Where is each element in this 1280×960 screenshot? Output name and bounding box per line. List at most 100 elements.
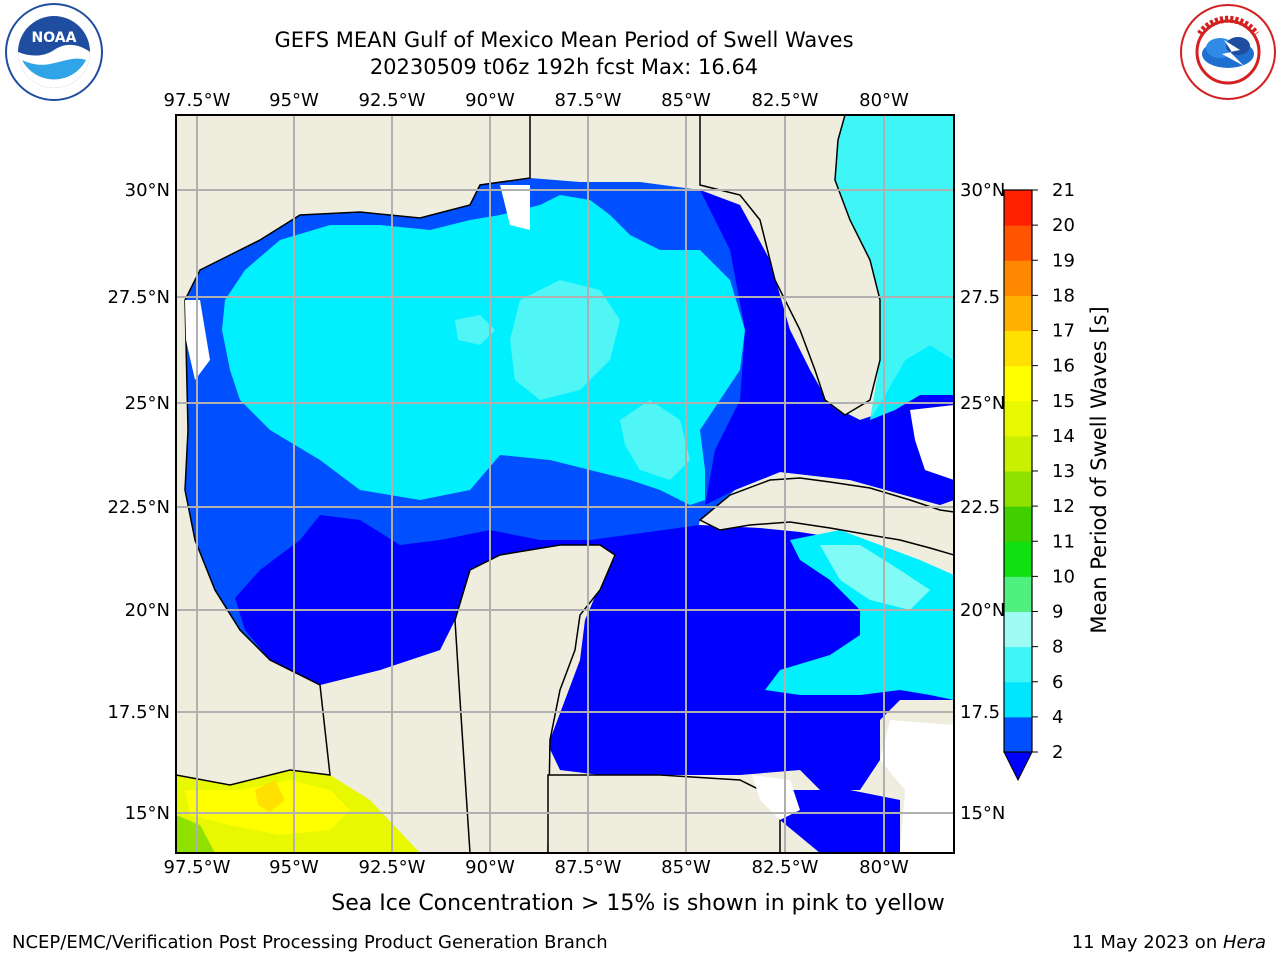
- lat-label-left: 30°N: [125, 180, 170, 201]
- footer-date: 11 May 2023 on Hera: [1072, 932, 1266, 953]
- lon-label-top: 92.5°W: [359, 90, 426, 111]
- colorbar-swatch: [1004, 681, 1032, 718]
- lon-label-top: 90°W: [465, 90, 515, 111]
- lat-label-right: 22.5: [960, 497, 1000, 518]
- lon-label-bottom: 90°W: [465, 857, 515, 878]
- lat-label-right: 27.5: [960, 287, 1000, 308]
- lon-label-top: 95°W: [269, 90, 319, 111]
- lat-labels-right: 30°N 27.5 25°N 22.5 20°N 17.5 15°N: [960, 180, 1005, 824]
- lon-label-top: 97.5°W: [164, 90, 231, 111]
- nodata-honduras: [752, 775, 800, 820]
- lat-label-left: 17.5°N: [107, 702, 170, 723]
- colorbar-tick-label: 15: [1052, 391, 1075, 412]
- nodata-caribbean: [880, 720, 954, 853]
- lon-label-bottom: 85°W: [661, 857, 711, 878]
- colorbar-swatch: [1004, 295, 1032, 331]
- footer-host: Hera: [1222, 932, 1266, 953]
- swell-period-field-pacific-12s: [176, 815, 215, 853]
- lat-label-right: 20°N: [960, 600, 1005, 621]
- land-yucatan: [454, 544, 616, 853]
- footer-date-text: 11 May 2023 on: [1071, 932, 1223, 953]
- lat-labels-left: 30°N 27.5°N 25°N 22.5°N 20°N 17.5°N 15°N: [107, 180, 170, 824]
- colorbar-tick-label: 11: [1052, 531, 1075, 552]
- swell-period-field-caribbean-cyan: [765, 530, 954, 700]
- sea-ice-note: Sea Ice Concentration > 15% is shown in …: [331, 891, 945, 916]
- colorbar-swatch: [1004, 225, 1032, 261]
- nodata-bahamas: [910, 405, 954, 480]
- lat-label-left: 15°N: [125, 803, 170, 824]
- colorbar-swatch: [1004, 330, 1032, 367]
- colorbar-swatch: [1004, 260, 1032, 296]
- colorbar-tick-label: 20: [1052, 215, 1075, 236]
- chart-title: GEFS MEAN Gulf of Mexico Mean Period of …: [274, 28, 854, 52]
- lat-label-right: 30°N: [960, 180, 1005, 201]
- lat-label-left: 22.5°N: [107, 497, 170, 518]
- map-frame: [175, 114, 955, 854]
- colorbar-tick-label: 14: [1052, 426, 1075, 447]
- nodata-north: [500, 185, 530, 230]
- lon-label-bottom: 87.5°W: [555, 857, 622, 878]
- colorbar-swatch: [1004, 611, 1032, 648]
- swell-period-field-under-2s-south: [780, 790, 900, 853]
- colorbar-swatch: [1004, 541, 1032, 577]
- noaa-logo-text: NOAA: [32, 30, 77, 46]
- colorbar-swatch: [1004, 716, 1032, 753]
- lon-label-bottom: 80°W: [859, 857, 909, 878]
- lat-label-left: 20°N: [125, 600, 170, 621]
- land-mexico-west: [176, 115, 531, 786]
- colorbar-tick-label: 12: [1052, 496, 1075, 517]
- colorbar-swatch: [1004, 471, 1032, 507]
- graticule: [176, 115, 954, 853]
- colorbar-swatch: [1004, 190, 1032, 226]
- lon-label-bottom: 95°W: [269, 857, 319, 878]
- lon-labels-top: 97.5°W 95°W 92.5°W 90°W 87.5°W 85°W 82.5°W 80°W: [164, 90, 909, 111]
- colorbar-tick-label: 10: [1052, 566, 1075, 587]
- colorbar-swatch: [1004, 365, 1032, 402]
- lat-label-right: 15°N: [960, 803, 1005, 824]
- lat-label-left: 25°N: [125, 393, 170, 414]
- colorbar-tick-label: 21: [1052, 180, 1075, 201]
- lon-label-bottom: 92.5°W: [359, 857, 426, 878]
- chart-subtitle: 20230509 t06z 192h fcst Max: 16.64: [369, 55, 759, 79]
- colorbar-tick-label: 2: [1052, 742, 1063, 763]
- swell-period-field-under-2s-east: [700, 190, 954, 505]
- noaa-logo: NOAA: [4, 2, 104, 106]
- colorbar-tick-label: 4: [1052, 707, 1063, 728]
- colorbar-under-triangle: [1003, 751, 1033, 782]
- colorbar-swatch: [1004, 435, 1032, 472]
- lat-label-right: 17.5: [960, 702, 1000, 723]
- lon-label-bottom: 97.5°W: [164, 857, 231, 878]
- colorbar-swatch: [1004, 506, 1032, 542]
- footer-credit: NCEP/EMC/Verification Post Processing Pr…: [12, 932, 608, 953]
- lon-label-top: 85°W: [661, 90, 711, 111]
- land-cuba: [698, 477, 954, 556]
- colorbar-tick-label: 8: [1052, 637, 1063, 658]
- lon-label-top: 87.5°W: [555, 90, 622, 111]
- lon-label-top: 80°W: [859, 90, 909, 111]
- colorbar-tick-label: 19: [1052, 250, 1075, 271]
- lon-labels-bottom: 97.5°W 95°W 92.5°W 90°W 87.5°W 85°W 82.5°W 80°W: [164, 857, 909, 878]
- colorbar-tick-label: 13: [1052, 461, 1075, 482]
- swell-period-field-6-8s-c: [620, 400, 690, 480]
- colorbar: 2 4 6 8 9 10 11 12 13 14 15 16 17 18 19 20 21: [1003, 180, 1075, 782]
- colorbar-swatch: [1004, 576, 1032, 612]
- lat-label-right: 25°N: [960, 393, 1005, 414]
- colorbar-swatch: [1004, 646, 1032, 683]
- swell-period-field-pacific-16s: [255, 780, 285, 812]
- lon-label-top: 82.5°W: [752, 90, 819, 111]
- swell-period-field-6-8s-a: [510, 280, 620, 400]
- colorbar-swatch: [1004, 400, 1032, 437]
- colorbar-tick-label: 17: [1052, 321, 1075, 342]
- swell-period-field-atlantic: [835, 115, 954, 420]
- lon-label-bottom: 82.5°W: [752, 857, 819, 878]
- colorbar-tick-label: 9: [1052, 602, 1063, 623]
- nws-logo: [1178, 2, 1278, 106]
- colorbar-tick-label: 16: [1052, 356, 1075, 377]
- colorbar-tick-label: 6: [1052, 672, 1063, 693]
- swell-period-field-atlantic-edge: [870, 345, 954, 420]
- colorbar-tick-label: 18: [1052, 285, 1075, 306]
- swell-period-field-6-8s-b: [455, 315, 495, 345]
- colorbar-label: Mean Period of Swell Waves [s]: [1087, 306, 1111, 633]
- lat-label-left: 27.5°N: [107, 287, 170, 308]
